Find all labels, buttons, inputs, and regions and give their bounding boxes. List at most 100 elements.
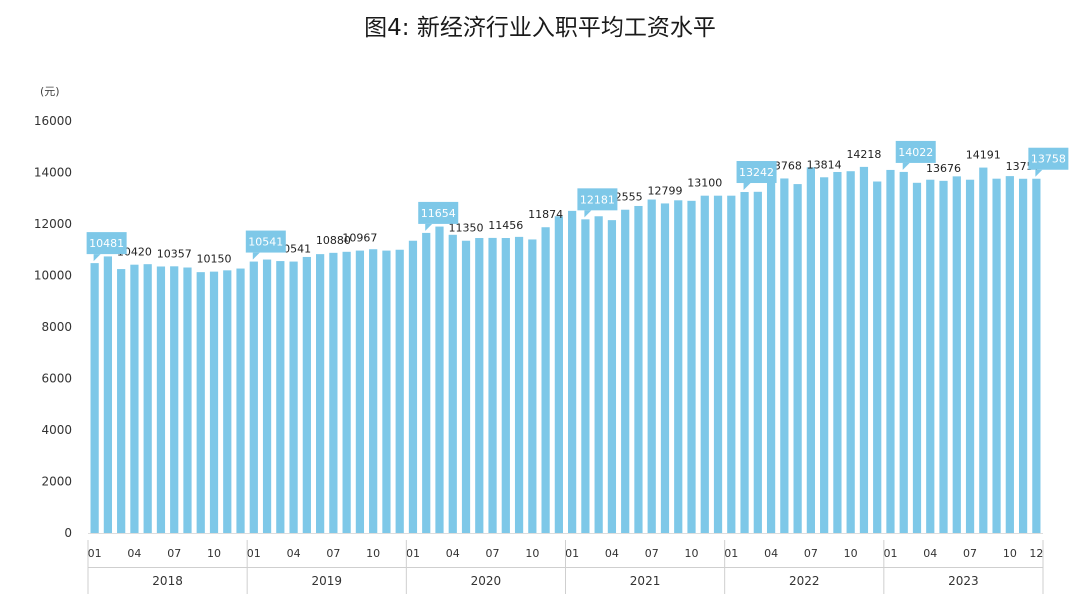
x-year-label: 2022 xyxy=(789,574,820,588)
bar xyxy=(103,256,112,533)
x-year-label: 2019 xyxy=(311,574,342,588)
bar xyxy=(183,267,192,533)
callout-box xyxy=(245,230,286,253)
data-label: 13676 xyxy=(926,162,961,175)
bar xyxy=(700,195,709,533)
bar-series xyxy=(90,166,1041,534)
x-tick-label: 01 xyxy=(724,547,738,560)
data-label: 13100 xyxy=(687,177,722,190)
x-tick-label: 07 xyxy=(963,547,977,560)
bar xyxy=(541,227,550,534)
data-label: 10880 xyxy=(316,234,351,247)
x-tick-label: 01 xyxy=(883,547,897,560)
y-tick-label: 16000 xyxy=(34,114,72,128)
bar xyxy=(820,177,829,534)
x-tick-label: 07 xyxy=(486,547,500,560)
x-tick-label: 10 xyxy=(844,547,858,560)
callout-text: 12181 xyxy=(580,193,615,206)
x-year-label: 2018 xyxy=(152,574,183,588)
callout-pointer xyxy=(902,162,910,170)
callout-pointer xyxy=(93,254,101,262)
x-tick-label: 04 xyxy=(923,547,937,560)
bar xyxy=(952,176,961,534)
bar xyxy=(846,171,855,533)
callout-label: 13242 xyxy=(736,161,777,191)
bar xyxy=(329,252,338,533)
data-label: 12799 xyxy=(647,184,682,197)
bar xyxy=(209,271,219,533)
data-label: 14191 xyxy=(966,149,1001,162)
x-tick-label: 10 xyxy=(525,547,539,560)
x-tick-label: 01 xyxy=(565,547,579,560)
data-label: 11456 xyxy=(488,219,523,232)
bar xyxy=(753,191,762,533)
bar xyxy=(143,264,152,533)
bar xyxy=(939,180,948,533)
x-tick-label: 07 xyxy=(326,547,340,560)
bar xyxy=(740,192,749,533)
bar xyxy=(130,264,139,533)
bar xyxy=(514,236,524,534)
bar xyxy=(806,167,815,533)
bar xyxy=(316,254,325,533)
bar xyxy=(687,200,696,533)
bar xyxy=(355,250,365,533)
x-tick-label: 10 xyxy=(685,547,699,560)
bar xyxy=(780,178,789,533)
bar xyxy=(926,179,935,533)
bar xyxy=(289,261,298,533)
data-label: 13814 xyxy=(807,158,842,171)
bar xyxy=(369,249,378,534)
bar xyxy=(992,178,1001,533)
x-year-label: 2023 xyxy=(948,574,979,588)
bar xyxy=(156,266,166,533)
callout-text: 13758 xyxy=(1031,153,1066,166)
x-axis: 01 04 07 10 2018 01 04 07 10 2019 01 04 07 10 2020 01 04… xyxy=(87,533,1044,594)
callout-label: 13758 xyxy=(1028,147,1069,177)
x-tick-label: 07 xyxy=(804,547,818,560)
bar xyxy=(1032,178,1041,534)
bar xyxy=(223,270,232,533)
bar xyxy=(448,234,457,533)
bar xyxy=(461,240,471,534)
x-tick-label: 10 xyxy=(207,547,221,560)
data-label: 14218 xyxy=(846,148,881,161)
x-tick-label: 04 xyxy=(605,547,619,560)
x-year-label: 2020 xyxy=(471,574,502,588)
y-tick-label: 6000 xyxy=(41,372,72,386)
y-axis-unit-label: (元) xyxy=(40,85,60,98)
bar xyxy=(554,216,563,533)
bar xyxy=(674,200,683,533)
x-year-label: 2021 xyxy=(630,574,661,588)
callout-box xyxy=(736,161,777,184)
bar xyxy=(117,269,126,533)
bar xyxy=(395,249,404,533)
callout-label: 10481 xyxy=(86,232,127,262)
y-tick-label: 14000 xyxy=(34,166,72,180)
y-tick-label: 4000 xyxy=(41,423,72,437)
bar xyxy=(382,250,391,533)
bar xyxy=(435,226,444,533)
bar xyxy=(766,180,776,534)
data-label: 11874 xyxy=(528,208,563,221)
bar xyxy=(581,219,590,533)
callout-label: 10541 xyxy=(245,230,286,260)
callout-text: 10481 xyxy=(89,237,124,250)
y-tick-label: 8000 xyxy=(41,320,72,334)
bar xyxy=(859,166,869,533)
x-tick-label: 01 xyxy=(88,547,102,560)
bar xyxy=(912,182,922,534)
callout-label: 14022 xyxy=(895,140,936,170)
x-tick-label: 01 xyxy=(406,547,420,560)
bar xyxy=(1018,178,1028,533)
callout-text: 10541 xyxy=(248,236,283,249)
data-label: 11350 xyxy=(449,222,484,235)
callout-text: 11654 xyxy=(421,207,456,220)
bar xyxy=(488,237,497,533)
bar xyxy=(236,268,245,533)
bar xyxy=(634,205,643,534)
data-label: 10150 xyxy=(197,253,232,266)
bar xyxy=(594,216,603,533)
callout-text: 14022 xyxy=(898,146,933,159)
